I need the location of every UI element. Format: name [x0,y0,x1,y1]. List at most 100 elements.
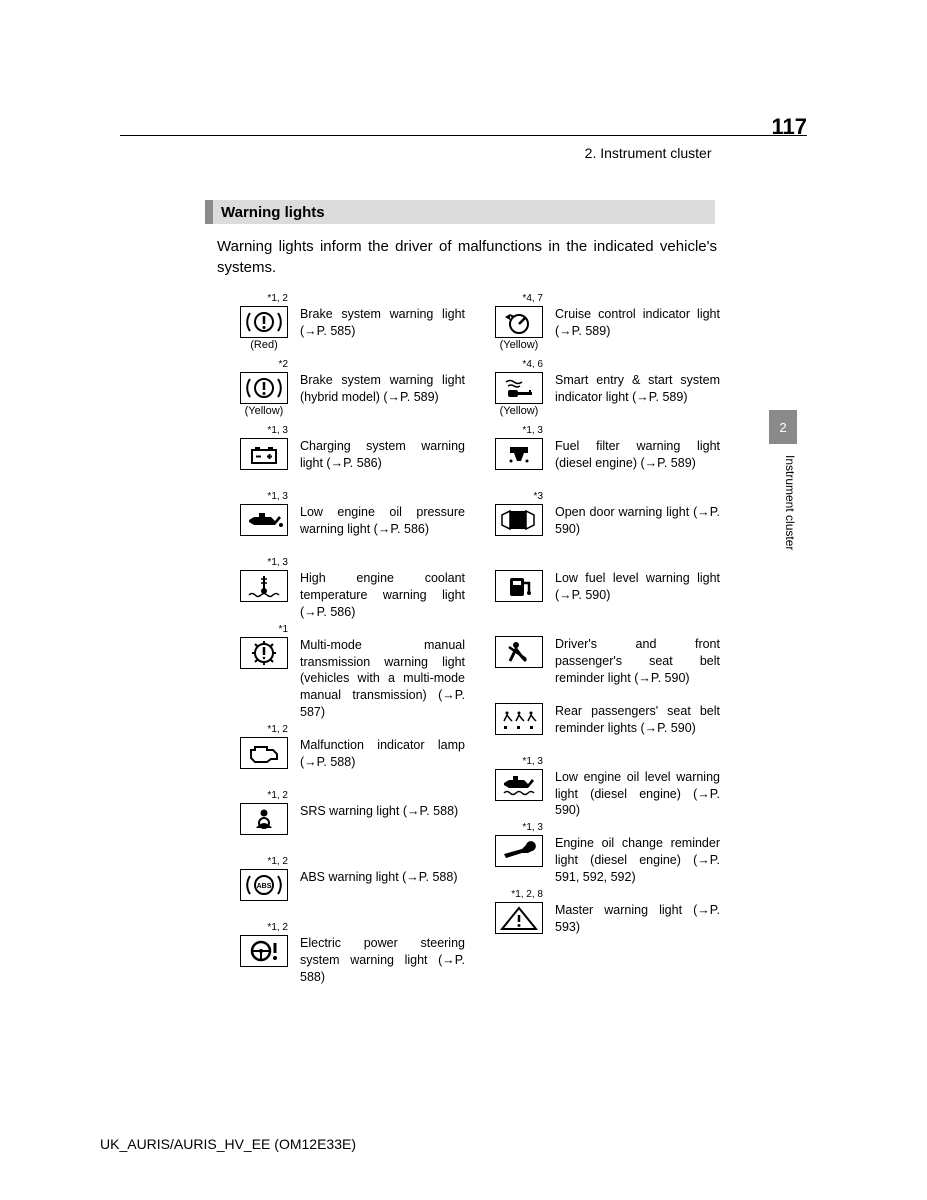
superscript-note: *1 [279,625,288,635]
intro-text: Warning lights inform the driver of malf… [217,236,717,278]
superscript-note: *1, 3 [522,757,543,767]
seat3-icon [495,703,543,735]
icon-cell: *4, 7 (Yellow) [475,294,543,351]
icon-sublabel [495,736,543,748]
icon-cell: *1, 3 [220,426,288,483]
warning-light-description: Open door warning light (→P. 590) [543,492,720,538]
warning-light-row: *4, 6 (Yellow)Smart entry & start system… [475,360,720,422]
airbag-icon [240,803,288,835]
icon-cell: *1, 3 [475,823,543,880]
icon-sublabel [240,537,288,549]
warning-lights-table: *1, 2 (Red)Brake system warning light (→… [220,294,720,990]
icon-cell: *1, 2 ABS [220,857,288,914]
warning-light-row: *1, 3 Charging system warning light (→P.… [220,426,465,488]
oilcan-icon [240,504,288,536]
superscript-note: *1, 3 [267,558,288,568]
icon-sublabel [240,471,288,483]
icon-cell: *1, 3 [475,757,543,814]
warning-light-row: *1, 3 High engine coolant temperature wa… [220,558,465,621]
warning-light-row: *1, 3Engine oil change reminder light (d… [475,823,720,886]
door-icon [495,504,543,536]
page-header: 2. Instrument cluster 117 [120,135,807,164]
warning-light-row: *1, 2 Electric power steering system war… [220,923,465,986]
icon-sublabel: (Yellow) [495,339,543,351]
icon-sublabel [240,902,288,914]
warning-light-description: Cruise control indicator light (→P. 589) [543,294,720,340]
warning-light-description: Electric power steering system warning l… [288,923,465,986]
icon-sublabel [240,836,288,848]
fuel-icon [495,570,543,602]
section-title: Warning lights [205,200,715,224]
footer-docid: UK_AURIS/AURIS_HV_EE (OM12E33E) [100,1136,356,1152]
superscript-note: *1, 2 [267,923,288,933]
warning-light-description: Low engine oil pressure warning light (→… [288,492,465,538]
wrench-icon [495,835,543,867]
icon-sublabel: (Yellow) [240,405,288,417]
icon-sublabel: (Yellow) [495,405,543,417]
icon-sublabel [495,868,543,880]
superscript-note: *1, 3 [522,823,543,833]
gear-icon [240,637,288,669]
steer-icon [240,935,288,967]
icon-sublabel: (Red) [240,339,288,351]
warning-light-row: *1, 3 Low engine oil pressure warning li… [220,492,465,554]
key-icon [495,372,543,404]
icon-cell: *1, 3 [220,558,288,615]
warning-light-row: *1, 2 SRS warning light (→P. 588) [220,791,465,853]
page: 2. Instrument cluster 117 Warning lights… [0,0,927,1200]
icon-cell [475,624,543,681]
superscript-note: *1, 3 [267,492,288,502]
svg-text:ABS: ABS [257,883,272,890]
warning-light-row: *1, 2 (Red)Brake system warning light (→… [220,294,465,356]
superscript-note: *1, 2 [267,857,288,867]
warning-light-description: Engine oil change reminder light (diesel… [543,823,720,886]
icon-sublabel [240,770,288,782]
icon-cell: *2 (Yellow) [220,360,288,417]
chapter-side-label: Instrument cluster [769,455,797,550]
seat-icon [495,636,543,668]
warning-light-description: Fuel filter warning light (diesel engine… [543,426,720,472]
header-page-number: 117 [772,114,808,140]
header-section-label: 2. Instrument cluster [585,143,712,161]
engine-icon [240,737,288,769]
icon-cell: *1, 3 [220,492,288,549]
superscript-note: *3 [534,492,543,502]
superscript-note: *1, 2 [267,294,288,304]
icon-sublabel [495,802,543,814]
icon-cell [475,558,543,615]
icon-sublabel [495,537,543,549]
superscript-note: *1, 3 [522,426,543,436]
superscript-note: *4, 7 [522,294,543,304]
warning-light-row: Low fuel level warning light (→P. 590) [475,558,720,620]
warning-light-row: *3 Open door warning light (→P. 590) [475,492,720,554]
warning-light-row: *1, 3 Low engine oil level warning light… [475,757,720,820]
warning-light-description: Rear passengers' seat belt reminder ligh… [543,691,720,737]
warning-light-row: *4, 7 (Yellow)Cruise control indicator l… [475,294,720,356]
icon-cell: *3 [475,492,543,549]
icon-cell: *1, 2 [220,923,288,980]
icon-sublabel [240,968,288,980]
superscript-note: *2 [279,360,288,370]
warning-light-row: Rear passengers' seat belt reminder ligh… [475,691,720,753]
icon-cell: *1, 2 (Red) [220,294,288,351]
warning-light-description: Low engine oil level warning light (dies… [543,757,720,820]
warning-light-row: *2 (Yellow)Brake system warning light (h… [220,360,465,422]
icon-cell: *1, 2, 8 [475,890,543,947]
brake-icon [240,372,288,404]
warning-lights-left-column: *1, 2 (Red)Brake system warning light (→… [220,294,465,990]
superscript-note: *1, 2 [267,791,288,801]
master-icon [495,902,543,934]
warning-light-description: Multi-mode manual transmission warning l… [288,625,465,721]
abs-icon: ABS [240,869,288,901]
icon-cell: *1, 2 [220,791,288,848]
icon-cell: *4, 6 (Yellow) [475,360,543,417]
superscript-note: *1, 2 [267,725,288,735]
icon-sublabel [495,603,543,615]
icon-cell: *1, 3 [475,426,543,483]
brake-icon [240,306,288,338]
icon-cell: *1 [220,625,288,682]
superscript-note: *1, 3 [267,426,288,436]
chapter-tab: 2 [769,410,797,444]
warning-light-description: SRS warning light (→P. 588) [288,791,465,820]
warning-light-description: Smart entry & start system indicator lig… [543,360,720,406]
